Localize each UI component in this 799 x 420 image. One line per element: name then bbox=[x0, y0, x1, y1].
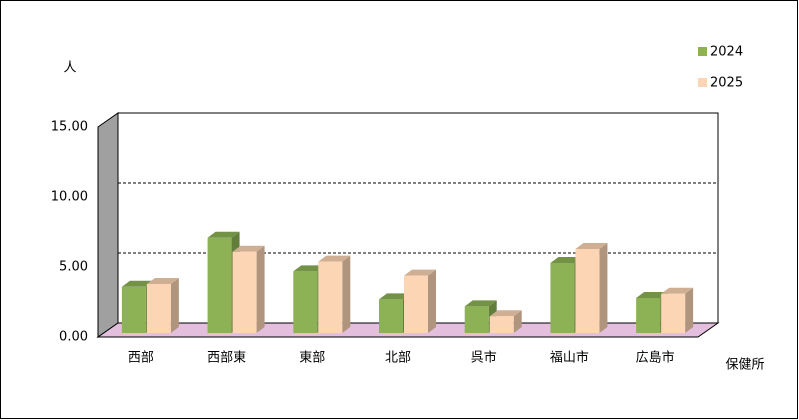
bar-front bbox=[489, 316, 514, 333]
bar-front bbox=[232, 251, 257, 333]
bar-top bbox=[661, 287, 694, 294]
bar-top bbox=[636, 292, 669, 298]
bar-front bbox=[293, 271, 318, 333]
bar bbox=[318, 255, 351, 333]
bar-front bbox=[464, 306, 489, 333]
legend-swatch bbox=[698, 78, 707, 87]
bar-top bbox=[575, 243, 608, 249]
bar-front bbox=[318, 261, 343, 333]
bar-top bbox=[207, 231, 240, 238]
bar-side bbox=[256, 245, 265, 333]
bar-side bbox=[428, 269, 436, 333]
side-wall bbox=[97, 112, 119, 338]
bar-front bbox=[550, 263, 575, 333]
bar-front bbox=[121, 286, 146, 333]
bar-top bbox=[146, 278, 179, 284]
x-tick-label: 福山市 bbox=[550, 350, 589, 366]
bar-top bbox=[464, 300, 497, 307]
legend-label: 2025 bbox=[710, 76, 743, 91]
bar bbox=[661, 287, 694, 333]
y-axis-title: 人 bbox=[63, 61, 76, 76]
bar bbox=[404, 269, 436, 333]
bar-front bbox=[661, 293, 686, 333]
x-tick-label: 北部 bbox=[385, 351, 411, 366]
bar bbox=[489, 310, 522, 333]
y-tick-label: 10.00 bbox=[51, 190, 88, 205]
bar-side bbox=[342, 255, 351, 333]
bar bbox=[146, 278, 179, 333]
y-tick-label: 5.00 bbox=[59, 260, 88, 275]
bar-top bbox=[293, 265, 326, 272]
bar-front bbox=[404, 275, 428, 333]
bar-top bbox=[318, 255, 351, 262]
x-tick-label: 呉市 bbox=[471, 350, 497, 366]
legend-label: 2024 bbox=[710, 45, 743, 60]
legend-swatch bbox=[698, 47, 707, 56]
x-tick-label: 西部 bbox=[128, 351, 154, 366]
bar-top bbox=[404, 269, 436, 276]
bar bbox=[575, 243, 608, 333]
bar-top bbox=[121, 280, 154, 287]
x-axis-title: 保健所 bbox=[725, 358, 764, 373]
bar-top bbox=[550, 257, 583, 263]
y-tick-label: 15.00 bbox=[51, 120, 88, 135]
bar-front bbox=[146, 284, 171, 333]
bar-front bbox=[636, 298, 661, 333]
bar-front bbox=[379, 299, 403, 333]
bar-front bbox=[575, 249, 600, 333]
bar-front bbox=[207, 237, 232, 333]
y-tick-label: 0.00 bbox=[59, 330, 88, 345]
x-tick-label: 東部 bbox=[299, 350, 325, 366]
bar-side bbox=[599, 243, 608, 333]
x-tick-label: 西部東 bbox=[207, 350, 246, 366]
bar-side bbox=[685, 287, 694, 333]
bar-side bbox=[170, 278, 179, 333]
bar-side bbox=[513, 310, 522, 333]
bar-top bbox=[379, 293, 411, 300]
x-tick-label: 広島市 bbox=[636, 350, 675, 366]
bar-top bbox=[232, 245, 265, 252]
bar-top bbox=[489, 310, 522, 317]
bar bbox=[232, 245, 265, 333]
